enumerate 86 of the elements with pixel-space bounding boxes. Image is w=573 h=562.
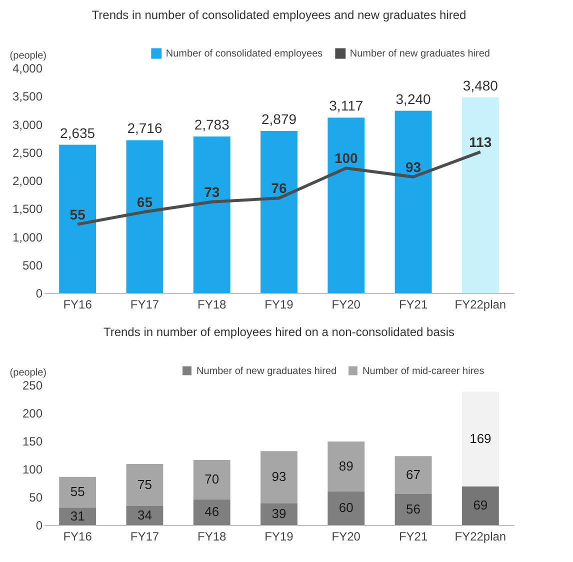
data-label: 169 [470,431,492,446]
data-label: 2,635 [60,124,96,141]
data-label: 3,117 [329,98,364,114]
data-label: 67 [406,466,421,482]
data-label: 70 [204,472,220,487]
data-label: 73 [204,184,220,200]
bar [328,442,365,492]
x-tick-label: FY19 [264,298,294,312]
x-tick-label: FY19 [264,530,294,544]
x-tick-label: FY17 [130,530,160,544]
data-label: 55 [70,484,85,500]
bar [126,506,164,525]
data-label: 60 [338,500,354,516]
x-tick-label: FY21 [398,530,428,544]
chart-title: Trends in number of consolidated employees and new graduates hired [92,8,466,22]
data-label: 93 [272,469,286,484]
y-tick-label: 3,500 [12,90,43,104]
x-tick-label: FY17 [130,298,160,312]
data-label: 31 [70,508,85,524]
x-tick-label: FY16 [63,298,92,312]
data-label: 113 [469,134,492,150]
x-tick-label: FY22plan [454,530,506,544]
data-label: 76 [271,180,287,196]
data-label: 3,240 [396,90,432,107]
x-tick-label: FY18 [198,530,227,544]
bar [59,508,96,525]
bar [462,486,499,525]
bar [394,456,432,494]
y-tick-label: 2,500 [12,146,43,160]
y-tick-label: 4,000 [12,62,43,76]
legend-label: Number of new graduates hired [350,48,490,60]
bar [260,503,298,525]
y-tick-label: 1,500 [12,202,43,216]
data-label: 39 [272,506,286,522]
bar [328,118,365,293]
data-label: 100 [334,150,358,166]
legend-label: Number of new graduates hired [196,366,337,377]
data-label: 55 [70,206,86,222]
bar [260,451,298,504]
chart-title: Trends in number of employees hired on a non-consolidated basis [103,325,455,339]
bar [59,144,96,293]
data-label: 34 [137,507,152,522]
bar [126,464,164,506]
bar [394,494,432,525]
data-label: 75 [137,476,152,492]
legend-label: Number of mid-career hires [362,366,484,377]
y-tick-label: 0 [36,518,43,532]
bar [59,476,96,508]
bar [394,110,432,293]
data-label: 56 [406,501,421,516]
bar [328,491,365,525]
y-tick-label: 100 [22,462,43,476]
y-tick-label: 2,000 [12,174,43,188]
data-label: 46 [204,504,220,520]
y-axis-title: (people) [10,50,46,62]
y-tick-label: 150 [22,434,43,448]
y-axis-title: (people) [10,368,46,378]
y-tick-label: 1,000 [12,230,43,244]
legend-label: Number of consolidated employees [166,48,323,60]
x-tick-label: FY22plan [454,298,506,312]
data-label: 2,879 [261,111,297,128]
y-tick-label: 3,000 [12,118,43,132]
x-tick-label: FY16 [63,530,92,544]
data-label: 93 [405,158,422,175]
data-label: 2,783 [194,116,230,132]
data-label: 89 [338,458,354,474]
data-label: 3,480 [462,77,498,94]
y-tick-label: 0 [36,286,43,300]
data-label: 69 [473,498,488,513]
y-tick-label: 500 [22,258,43,272]
y-tick-label: 200 [22,406,43,420]
x-tick-label: FY20 [332,530,361,544]
y-tick-label: 250 [22,378,43,392]
data-label: 2,716 [127,120,162,136]
x-tick-label: FY18 [198,298,227,312]
y-tick-label: 50 [29,490,43,504]
bar [462,392,499,486]
bar [193,499,230,525]
bar [260,131,298,293]
bar [462,97,499,293]
bar [126,140,164,293]
x-tick-label: FY20 [332,298,361,312]
bar [193,136,230,293]
data-label: 65 [136,194,153,210]
x-tick-label: FY21 [398,298,428,312]
bar [193,460,230,500]
